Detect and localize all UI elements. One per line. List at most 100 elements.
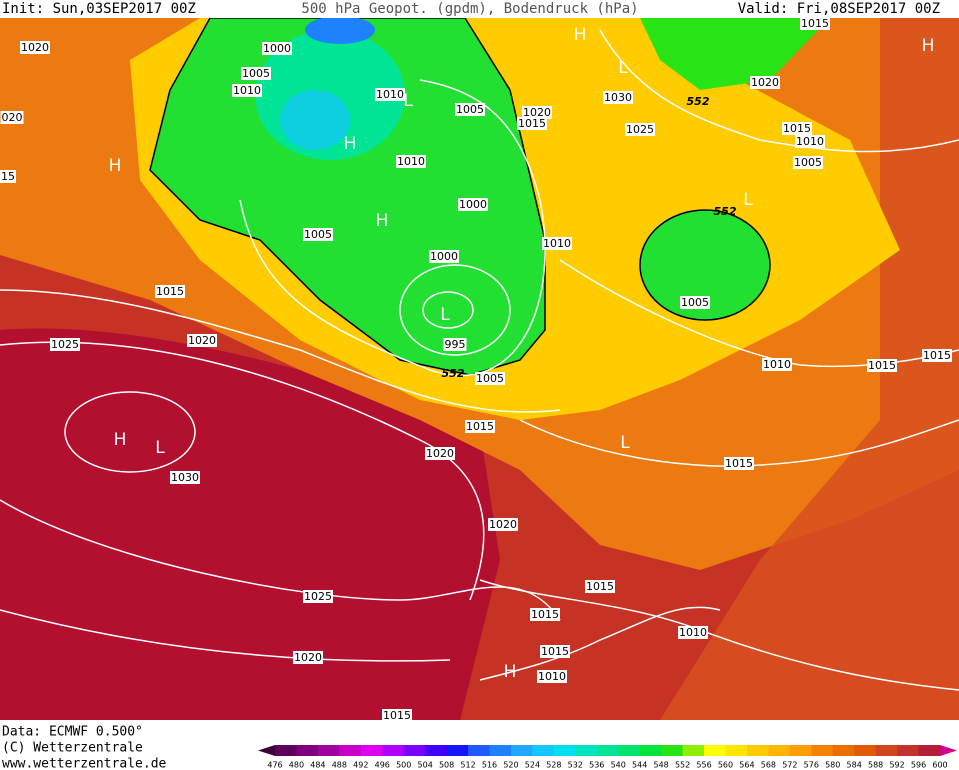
colorbar-label: 480 (289, 761, 304, 770)
isobar-label-bg (455, 103, 485, 116)
isobar-label: 1010 (376, 88, 404, 101)
isobar-label: 1015 (531, 608, 559, 621)
colorbar-segment (661, 745, 684, 756)
colorbar-label: 528 (546, 761, 561, 770)
isobar-label-bg (303, 590, 333, 603)
isobar-label: 1015 (156, 285, 184, 298)
colorbar-label: 548 (653, 761, 668, 770)
colorbar-label: 560 (718, 761, 733, 770)
colorbar-label: 552 (675, 761, 690, 770)
isobar-label-bg (0, 170, 16, 183)
pressure-center: L (440, 305, 450, 325)
isobar-label: 1010 (543, 237, 571, 250)
colorbar-segment (682, 745, 705, 756)
pressure-center: L (620, 433, 630, 453)
colorbar-segment (382, 745, 405, 756)
colorbar-segment (832, 745, 855, 756)
colorbar-segment (317, 745, 340, 756)
isobar-label-bg (922, 349, 952, 362)
isobar (599, 29, 959, 153)
colorbar-label: 540 (611, 761, 626, 770)
colorbar-label: 592 (889, 761, 904, 770)
isobar-label: 1015 (466, 420, 494, 433)
isobar (0, 289, 561, 413)
isobar (422, 291, 474, 329)
field-green (149, 17, 546, 376)
colorbar-segment (768, 745, 791, 756)
isobar-label-bg (187, 334, 217, 347)
copyright: (C) Wetterzentrale (2, 741, 143, 756)
map-title: 500 hPa Geopot. (gpdm), Bodendruck (hPa) (301, 1, 638, 17)
colorbar-label: 516 (482, 761, 497, 770)
header-bg (0, 0, 959, 18)
isobar-label-bg (262, 42, 292, 55)
colorbar-label: 484 (310, 761, 325, 770)
isobar-label-bg (425, 447, 455, 460)
colorbar-label: 512 (460, 761, 475, 770)
website: www.wetterzentrale.de (2, 757, 167, 770)
colorbar-segment (489, 745, 512, 756)
isobar-label: 1010 (763, 358, 791, 371)
isobar (479, 606, 721, 681)
isobar-label: 1010 (679, 626, 707, 639)
isobar-label: 1015 (801, 17, 829, 30)
isobar-label-bg (232, 84, 262, 97)
init-time: Init: Sun,03SEP2017 00Z (2, 1, 196, 17)
pressure-center: H (376, 211, 389, 231)
isobar-label-bg (488, 518, 518, 531)
isobar-label-bg (800, 17, 830, 30)
colorbar-label: 532 (568, 761, 583, 770)
colorbar-label: 500 (396, 761, 411, 770)
isobar-label-bg (793, 156, 823, 169)
isobar-label: 1010 (538, 670, 566, 683)
isobar-label-bg (429, 250, 459, 263)
colorbar-label: 568 (761, 761, 776, 770)
colorbar-segment (811, 745, 834, 756)
colorbar-label: 580 (825, 761, 840, 770)
isobar-label: 995 (445, 338, 466, 351)
pressure-center: H (504, 662, 517, 682)
isobar-label-bg (680, 296, 710, 309)
colorbar-label: 508 (439, 761, 454, 770)
isobar-label-bg (750, 76, 780, 89)
colorbar-segment (596, 745, 619, 756)
isobar-label: 1005 (456, 103, 484, 116)
isobar-label-bg (155, 285, 185, 298)
isobar-label-bg (458, 198, 488, 211)
colorbar-segment (918, 745, 941, 756)
pressure-center: H (114, 430, 127, 450)
isobar-label-bg (293, 651, 323, 664)
colorbar-segment (789, 745, 812, 756)
pressure-center: L (618, 58, 628, 78)
isobars (0, 29, 959, 691)
isobar-label: 1020 (188, 334, 216, 347)
isobar (0, 341, 485, 601)
colorbar-arrow (258, 745, 275, 756)
isobar-label: 1020 (426, 447, 454, 460)
isobar-label-bg (678, 626, 708, 639)
colorbar-segment (510, 745, 533, 756)
isobar (399, 264, 511, 356)
colorbar-segment (468, 745, 491, 756)
isobar-label: 1025 (51, 338, 79, 351)
isobar-label: 020 (2, 111, 23, 124)
field-cyan (280, 90, 350, 150)
colorbar-label: 564 (739, 761, 754, 770)
field-green-n (640, 18, 830, 90)
isobar-label: 1020 (523, 106, 551, 119)
isobar-label: 1020 (21, 41, 49, 54)
colorbar-segment (618, 745, 641, 756)
isobar-label-bg (867, 359, 897, 372)
isobar-label-bg (530, 608, 560, 621)
isobar-label-bg (782, 122, 812, 135)
isobar (519, 419, 959, 467)
isobar-label-bg (375, 88, 405, 101)
isobar-label-bg (0, 111, 24, 124)
pressure-center: L (743, 190, 753, 210)
colorbar-label: 520 (503, 761, 518, 770)
contour-label: 552 (687, 95, 710, 108)
isobar-label: 1020 (751, 76, 779, 89)
field-blue (305, 16, 375, 44)
isobar-label-bg (724, 457, 754, 470)
